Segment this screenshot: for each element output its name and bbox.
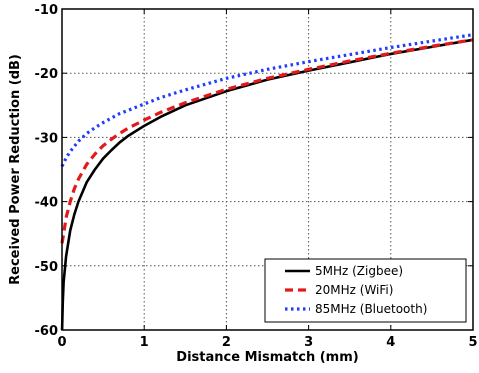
x-tick-label: 4 bbox=[386, 335, 395, 350]
x-axis-label: Distance Mismatch (mm) bbox=[176, 350, 358, 365]
legend-label: 85MHz (Bluetooth) bbox=[315, 302, 427, 316]
series-line-2 bbox=[60, 38, 474, 244]
x-tick-label: 0 bbox=[57, 335, 66, 350]
y-tick-label: -30 bbox=[35, 131, 59, 146]
x-tick-label: 2 bbox=[222, 335, 231, 350]
y-tick-label: -40 bbox=[35, 196, 59, 211]
series-line-3 bbox=[60, 33, 474, 167]
legend-label: 20MHz (WiFi) bbox=[315, 283, 393, 297]
y-tick-label: -50 bbox=[35, 260, 59, 275]
x-tick-label: 5 bbox=[468, 335, 477, 350]
plot-frame bbox=[61, 8, 474, 331]
y-axis-label: Received Power Reduction (dB) bbox=[8, 54, 23, 285]
legend-label: 5MHz (Zigbee) bbox=[315, 264, 403, 278]
legend: 5MHz (Zigbee) 20MHz (WiFi) 85MHz (Bluetoot… bbox=[264, 258, 467, 323]
x-tick-label: 1 bbox=[140, 335, 149, 350]
y-tick-label: -60 bbox=[35, 324, 59, 339]
x-tick-label: 3 bbox=[304, 335, 313, 350]
series-lines bbox=[60, 33, 474, 331]
axis-ticks: 0 1 2 3 4 5 -60 -50 -40 -30 -20 -10 bbox=[35, 3, 478, 350]
y-tick-label: -20 bbox=[35, 67, 59, 82]
y-tick-label: -10 bbox=[35, 3, 59, 18]
